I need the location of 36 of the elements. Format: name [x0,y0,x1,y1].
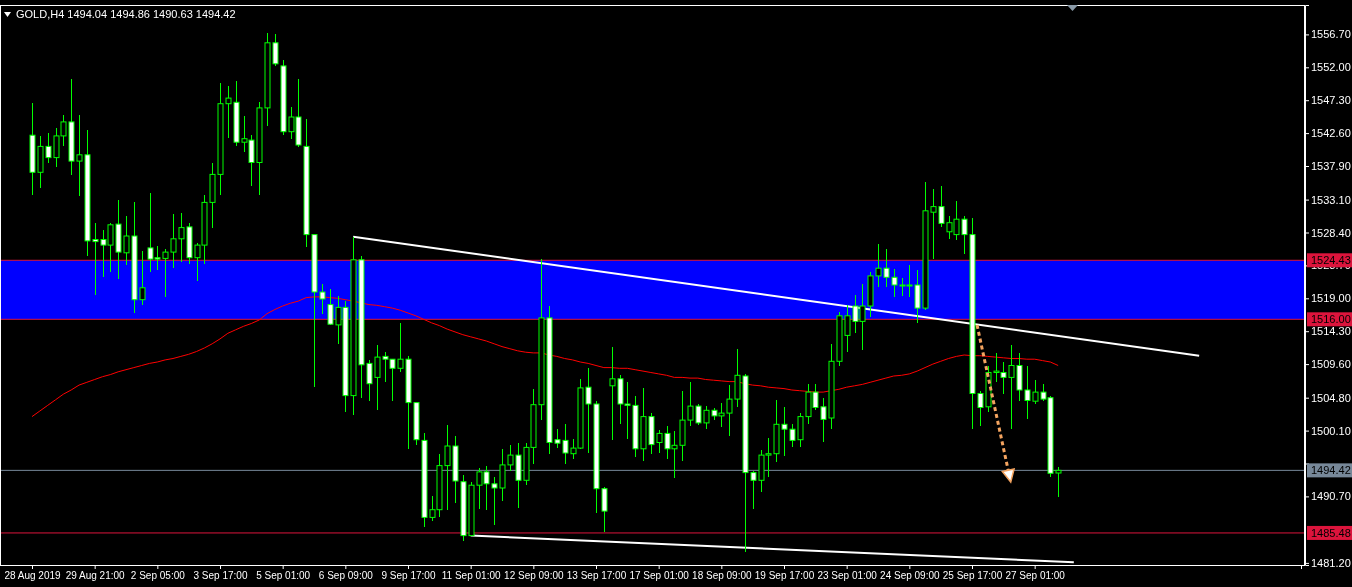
y-tick-label: 1519.00 [1311,292,1351,305]
x-tick-label: 27 Sep 01:00 [1005,570,1066,582]
x-tick-label: 25 Sep 17:00 [942,570,1003,582]
x-tick-label: 12 Sep 09:00 [504,570,565,582]
y-tick-label: 1514.30 [1311,325,1351,338]
y-tick-label: 1500.10 [1311,424,1351,437]
x-tick-label: 29 Aug 21:00 [65,570,126,582]
x-tick-label: 11 Sep 01:00 [441,570,501,582]
x-tick-label: 5 Sep 01:00 [256,570,311,582]
x-tick-label: 3 Sep 17:00 [193,570,248,582]
chart-title: GOLD,H4 1494.04 1494.86 1490.63 1494.42 [16,8,236,20]
ref-line-label: 1494.42 [1311,464,1351,477]
x-tick-label: 18 Sep 09:00 [692,570,753,582]
y-tick-label: 1533.10 [1311,193,1351,206]
y-tick-label: 1547.30 [1311,94,1351,107]
y-tick-label: 1481.20 [1311,556,1351,569]
x-tick-label: 9 Sep 17:00 [381,570,436,582]
y-tick-label: 1528.40 [1311,226,1351,239]
x-tick-label: 28 Aug 2019 [4,570,62,582]
ref-line-label: 1516.00 [1311,313,1351,326]
y-tick-label: 1490.70 [1311,490,1351,503]
y-tick-label: 1552.00 [1311,61,1351,74]
y-tick-label: 1537.90 [1311,160,1351,173]
x-tick-label: 23 Sep 01:00 [817,570,878,582]
y-tick-label: 1509.60 [1311,358,1351,371]
x-tick-label: 2 Sep 05:00 [130,570,186,582]
y-tick-label: 1556.70 [1311,28,1351,41]
x-tick-label: 13 Sep 17:00 [566,570,627,582]
ref-line-label: 1524.43 [1311,254,1351,267]
x-tick-label: 24 Sep 09:00 [880,570,941,582]
x-tick-label: 19 Sep 17:00 [754,570,815,582]
ref-line-label: 1485.48 [1311,526,1351,539]
y-tick-label: 1542.60 [1311,127,1351,140]
x-tick-label: 17 Sep 01:00 [629,570,690,582]
x-tick-label: 6 Sep 09:00 [318,570,374,582]
y-tick-label: 1504.80 [1311,391,1351,404]
